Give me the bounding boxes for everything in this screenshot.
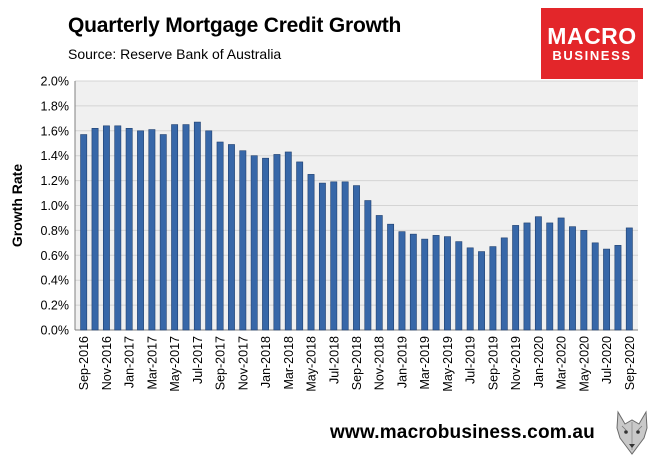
y-tick-label: 1.8%: [41, 99, 70, 113]
x-tick-label: Sep-2018: [350, 336, 364, 390]
wolf-head-icon: [616, 410, 648, 455]
x-tick-label: Nov-2018: [373, 336, 387, 390]
bar: [296, 161, 304, 331]
bar: [444, 236, 451, 331]
y-tick-label: 0.8%: [41, 224, 70, 238]
bar: [387, 223, 395, 331]
y-tick-label: 0.0%: [41, 324, 70, 338]
bar: [159, 134, 167, 331]
x-tick-label: Jan-2020: [532, 336, 546, 388]
x-tick-label: Sep-2016: [77, 336, 91, 390]
bar: [318, 182, 326, 331]
bar: [205, 130, 213, 331]
x-tick-label: Jan-2017: [123, 336, 137, 388]
x-tick-label: Jul-2020: [600, 336, 614, 384]
bar: [591, 242, 599, 331]
y-tick-label: 1.2%: [41, 174, 70, 188]
bar: [125, 128, 133, 331]
bar: [489, 246, 497, 331]
y-tick-label: 1.4%: [41, 149, 70, 163]
bar: [341, 181, 349, 331]
logo-text-macro: MACRO: [547, 22, 637, 49]
bar: [91, 128, 99, 331]
x-tick-label: Jan-2019: [395, 336, 409, 388]
bar: [171, 124, 179, 331]
bar: [546, 222, 554, 331]
x-tick-label: Jan-2018: [259, 336, 273, 388]
bar: [432, 235, 440, 331]
bar: [534, 216, 542, 331]
x-tick-label: Jul-2018: [327, 336, 341, 384]
bar: [364, 200, 372, 331]
bar: [137, 130, 144, 331]
x-tick-label: Mar-2019: [418, 336, 432, 390]
y-tick-label: 2.0%: [41, 75, 70, 89]
bar: [398, 231, 406, 331]
chart-source: Source: Reserve Bank of Australia: [68, 46, 282, 62]
bar: [603, 248, 611, 331]
bar: [512, 225, 520, 331]
bar: [330, 181, 338, 331]
x-tick-label: Sep-2019: [486, 336, 500, 390]
x-tick-label: Sep-2020: [623, 336, 637, 390]
bar: [262, 157, 269, 331]
x-tick-label: Sep-2017: [214, 336, 228, 390]
bar: [500, 237, 508, 331]
bar: [625, 227, 633, 331]
bar: [273, 154, 281, 331]
y-tick-label: 0.4%: [41, 274, 70, 288]
bar: [228, 144, 235, 331]
bar: [182, 124, 190, 331]
website-url: www.macrobusiness.com.au: [330, 422, 595, 443]
y-tick-label: 0.2%: [41, 299, 70, 313]
x-tick-label: Mar-2017: [145, 336, 159, 390]
x-tick-label: Jul-2017: [191, 336, 205, 384]
bar: [569, 226, 576, 331]
y-tick-label: 0.6%: [41, 249, 70, 263]
bar: [557, 217, 565, 331]
bar: [216, 141, 224, 331]
bar: [284, 151, 292, 331]
bar: [375, 215, 383, 331]
bar: [148, 129, 156, 331]
x-tick-label: May-2020: [577, 336, 591, 392]
bar: [523, 222, 531, 331]
bar: [614, 245, 622, 331]
x-tick-label: Nov-2017: [236, 336, 250, 390]
y-axis-label: Growth Rate: [9, 164, 25, 247]
bar: [455, 241, 463, 331]
macrobusiness-logo: MACRO BUSINESS: [541, 8, 643, 79]
y-tick-label: 1.6%: [41, 124, 70, 138]
logo-text-business: BUSINESS: [552, 47, 632, 63]
bar: [478, 251, 485, 331]
bar: [421, 238, 429, 331]
x-tick-label: Mar-2020: [555, 336, 569, 390]
x-tick-label: May-2019: [441, 336, 455, 392]
bar: [193, 121, 201, 331]
x-tick-label: Nov-2019: [509, 336, 523, 390]
x-tick-label: Jul-2019: [464, 336, 478, 384]
y-tick-label: 1.0%: [41, 199, 70, 213]
bar: [353, 185, 360, 331]
bar: [466, 247, 474, 331]
bar: [102, 125, 110, 331]
x-tick-label: Mar-2018: [282, 336, 296, 390]
bar: [239, 150, 247, 331]
bar: [580, 230, 588, 331]
bar: [80, 134, 88, 331]
x-tick-label: May-2018: [305, 336, 319, 392]
bar: [114, 125, 122, 331]
bar: [250, 155, 258, 331]
x-tick-label: Nov-2016: [100, 336, 114, 390]
bar: [409, 233, 417, 331]
x-tick-label: May-2017: [168, 336, 182, 392]
chart-title: Quarterly Mortgage Credit Growth: [68, 14, 402, 37]
bar: [307, 174, 315, 331]
